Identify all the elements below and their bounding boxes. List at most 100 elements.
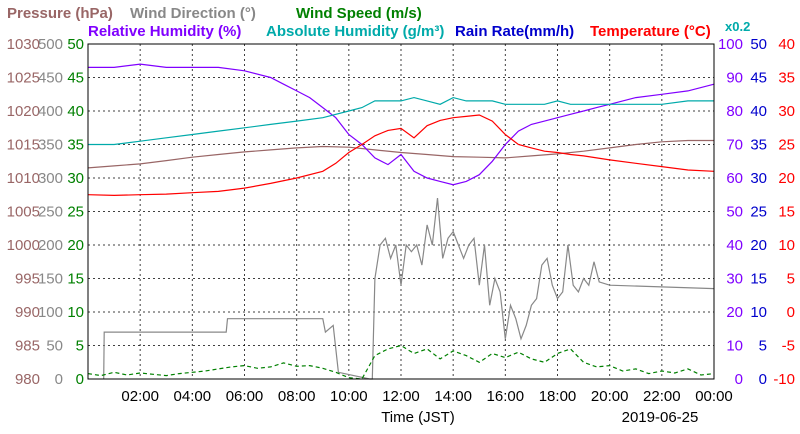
humidity-tick-label: 60 xyxy=(726,170,743,187)
wind-speed-tick-label: 5 xyxy=(76,338,84,355)
chart-titles: Pressure (hPa) Wind Direction (°) Wind S… xyxy=(7,5,750,40)
wind-direction-tick-label: 200 xyxy=(38,237,63,254)
x-tick-label: 06:00 xyxy=(226,388,264,405)
humidity-tick-label: 30 xyxy=(726,271,743,288)
wind-direction-tick-label: 150 xyxy=(38,271,63,288)
pressure-tick-label: 1010 xyxy=(7,170,40,187)
temperature-tick-label: 15 xyxy=(778,204,795,221)
humidity-tick-label: 90 xyxy=(726,70,743,87)
x-tick-label: 16:00 xyxy=(487,388,525,405)
wind-direction-tick-label: 0 xyxy=(55,371,63,388)
x-axis-label: Time (JST) xyxy=(381,409,455,426)
wind-speed-tick-label: 10 xyxy=(67,304,84,321)
pressure-title: Pressure (hPa) xyxy=(7,5,113,22)
temperature-tick-label: 30 xyxy=(778,103,795,120)
rain-rate-tick-label: 0 xyxy=(759,371,767,388)
x-tick-label: 22:00 xyxy=(643,388,681,405)
rain-rate-title: Rain Rate(mm/h) xyxy=(455,23,574,40)
humidity-tick-label: 20 xyxy=(726,304,743,321)
x-tick-label: 20:00 xyxy=(591,388,629,405)
series-group xyxy=(87,63,715,380)
x-tick-label: 12:00 xyxy=(382,388,420,405)
absolute-humidity-title: Absolute Humidity (g/m³) xyxy=(266,23,444,40)
x-tick-label: 10:00 xyxy=(330,388,368,405)
temperature-tick-label: 35 xyxy=(778,70,795,87)
scale-note: x0.2 xyxy=(725,19,750,34)
rain-rate-tick-label: 50 xyxy=(750,36,767,53)
pressure-tick-label: 990 xyxy=(15,304,40,321)
wind-direction-tick-label: 250 xyxy=(38,204,63,221)
temperature-title: Temperature (°C) xyxy=(590,23,711,40)
series-line xyxy=(103,198,715,380)
wind-direction-tick-label: 50 xyxy=(46,338,63,355)
humidity-tick-label: 0 xyxy=(735,371,743,388)
rain-rate-tick-label: 10 xyxy=(750,304,767,321)
temperature-tick-label: 0 xyxy=(787,304,795,321)
series-line xyxy=(87,344,715,380)
wind-direction-tick-label: 300 xyxy=(38,170,63,187)
temperature-tick-label: 5 xyxy=(787,271,795,288)
pressure-tick-label: 985 xyxy=(15,338,40,355)
wind-direction-tick-label: 400 xyxy=(38,103,63,120)
humidity-tick-label: 100 xyxy=(718,36,743,53)
temperature-tick-label: 25 xyxy=(778,137,795,154)
humidity-tick-label: 10 xyxy=(726,338,743,355)
rain-rate-tick-label: 30 xyxy=(750,170,767,187)
humidity-tick-label: 40 xyxy=(726,237,743,254)
wind-speed-tick-label: 45 xyxy=(67,70,84,87)
series-line xyxy=(88,63,715,186)
wind-direction-tick-label: 100 xyxy=(38,304,63,321)
temperature-tick-label: 10 xyxy=(778,237,795,254)
wind-speed-tick-label: 0 xyxy=(76,371,84,388)
wind-speed-tick-label: 20 xyxy=(67,237,84,254)
wind-speed-tick-label: 25 xyxy=(67,204,84,221)
wind-direction-title: Wind Direction (°) xyxy=(130,5,256,22)
wind-speed-tick-label: 50 xyxy=(67,36,84,53)
pressure-tick-label: 980 xyxy=(15,371,40,388)
date-label: 2019-06-25 xyxy=(622,409,699,426)
x-tick-label: 14:00 xyxy=(434,388,472,405)
temperature-tick-label: 40 xyxy=(778,36,795,53)
pressure-tick-label: 1025 xyxy=(7,70,40,87)
rain-rate-tick-label: 15 xyxy=(750,271,767,288)
series-line xyxy=(87,114,715,197)
rain-rate-tick-label: 20 xyxy=(750,237,767,254)
temperature-tick-label: -10 xyxy=(773,371,795,388)
humidity-tick-label: 70 xyxy=(726,137,743,154)
pressure-tick-label: 1015 xyxy=(7,137,40,154)
rain-rate-tick-label: 40 xyxy=(750,103,767,120)
wind-direction-tick-label: 450 xyxy=(38,70,63,87)
x-tick-label: 08:00 xyxy=(278,388,316,405)
plot-frame xyxy=(87,43,715,380)
pressure-tick-label: 1030 xyxy=(7,36,40,53)
temperature-tick-label: 20 xyxy=(778,170,795,187)
grid-lines xyxy=(88,44,714,379)
temperature-tick-label: -5 xyxy=(782,338,795,355)
humidity-tick-label: 50 xyxy=(726,204,743,221)
series-line xyxy=(87,139,714,169)
series-line xyxy=(88,96,714,146)
pressure-tick-label: 995 xyxy=(15,271,40,288)
wind-speed-title: Wind Speed (m/s) xyxy=(296,5,422,22)
axis-ticks: 02:00 04:00 06:00 08:00 10:00 12:00 14:00 16:00… xyxy=(7,36,795,405)
wind-direction-tick-label: 350 xyxy=(38,137,63,154)
rain-rate-tick-label: 5 xyxy=(759,338,767,355)
x-tick-label: 18:00 xyxy=(539,388,577,405)
rain-rate-tick-label: 35 xyxy=(750,137,767,154)
wind-direction-tick-label: 500 xyxy=(38,36,63,53)
pressure-tick-label: 1020 xyxy=(7,103,40,120)
rain-rate-tick-label: 25 xyxy=(750,204,767,221)
wind-speed-tick-label: 35 xyxy=(67,137,84,154)
wind-speed-tick-label: 30 xyxy=(67,170,84,187)
rain-rate-tick-label: 45 xyxy=(750,70,767,87)
humidity-tick-label: 80 xyxy=(726,103,743,120)
wind-speed-tick-label: 40 xyxy=(67,103,84,120)
relative-humidity-title: Relative Humidity (%) xyxy=(88,23,241,40)
x-tick-label: 04:00 xyxy=(174,388,212,405)
pressure-tick-label: 1000 xyxy=(7,237,40,254)
pressure-tick-label: 1005 xyxy=(7,204,40,221)
wind-speed-tick-label: 15 xyxy=(67,271,84,288)
x-tick-label: 02:00 xyxy=(121,388,159,405)
x-tick-label: 00:00 xyxy=(695,388,733,405)
